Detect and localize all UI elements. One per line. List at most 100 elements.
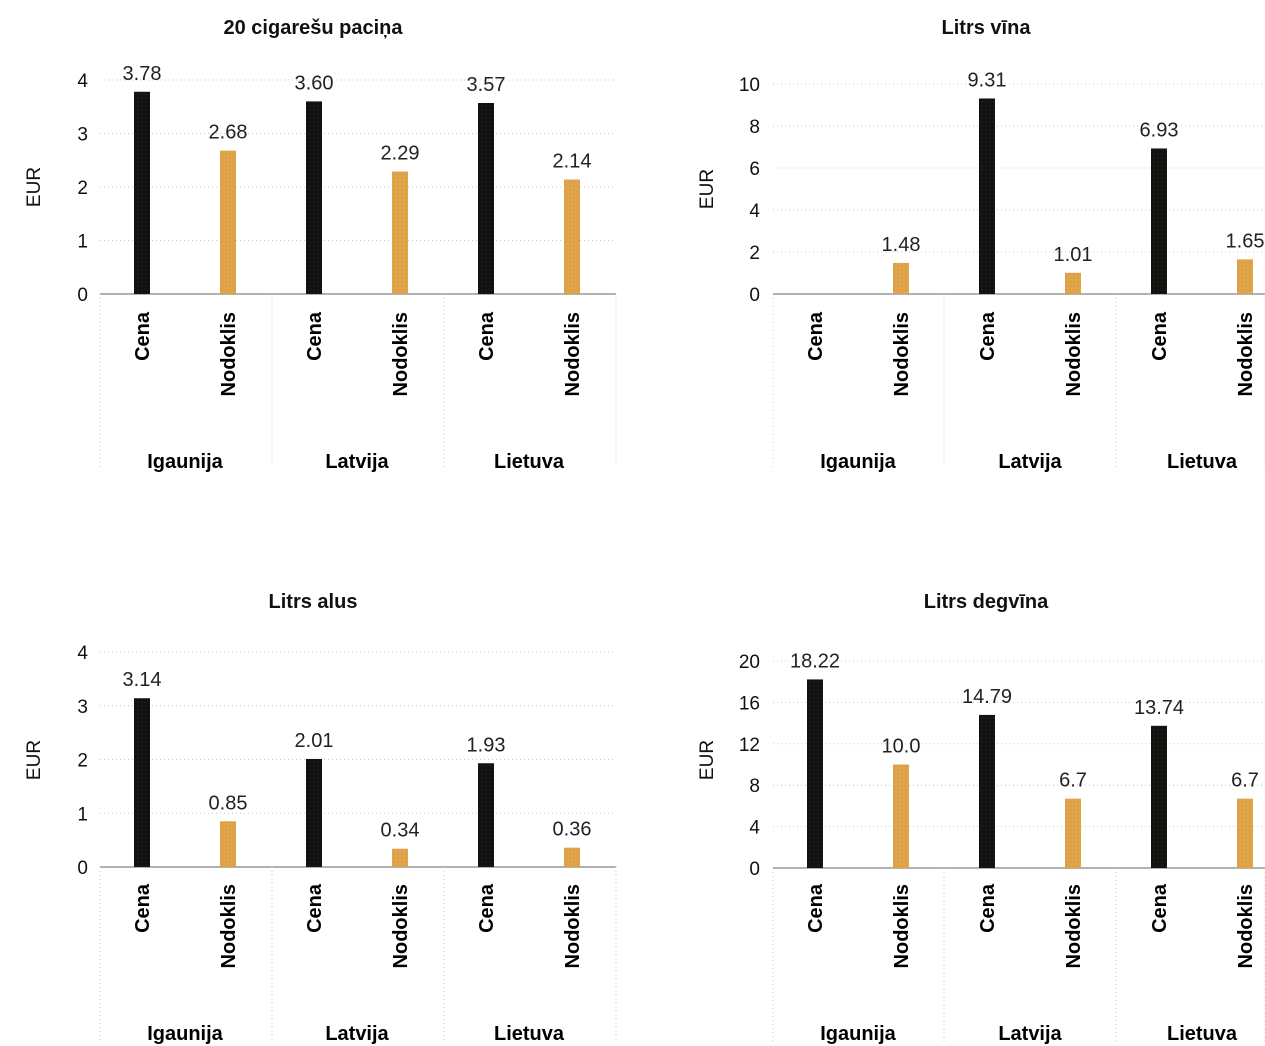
data-label: 9.31 [968, 69, 1007, 91]
bar-cena [1151, 148, 1167, 294]
bar-nodoklis [893, 262, 909, 294]
y-tick-label: 1 [77, 232, 88, 253]
group-label: Igaunija [147, 451, 223, 473]
category-label-nodoklis: Nodoklis [891, 312, 913, 396]
data-label: 1.01 [1054, 244, 1093, 266]
category-label-cena: Cena [977, 883, 999, 933]
y-axis-label: EUR [697, 740, 718, 780]
group-label: Igaunija [147, 1023, 223, 1045]
y-tick-label: 0 [77, 285, 88, 306]
y-tick-label: 3 [77, 125, 88, 146]
category-label-nodoklis: Nodoklis [562, 884, 584, 968]
data-label: 10.0 [882, 736, 921, 758]
bar-nodoklis [220, 821, 236, 867]
bar-cena [979, 98, 995, 295]
category-label-nodoklis: Nodoklis [390, 312, 412, 396]
group-label: Latvija [998, 1023, 1062, 1045]
y-tick-label: 4 [77, 71, 88, 92]
data-label: 0.85 [209, 792, 248, 814]
data-label: 2.01 [295, 730, 334, 752]
group-label: Lietuva [1167, 1023, 1238, 1045]
y-tick-label: 4 [77, 643, 88, 664]
data-label: 13.74 [1134, 697, 1184, 719]
y-tick-label: 4 [749, 818, 760, 839]
y-tick-label: 8 [749, 776, 760, 797]
bar-cena [306, 758, 322, 867]
data-label: 0.36 [553, 819, 592, 841]
y-axis-label: EUR [697, 169, 718, 209]
bar-nodoklis [1065, 798, 1081, 868]
category-label-nodoklis: Nodoklis [218, 884, 240, 968]
bar-nodoklis [1065, 272, 1081, 294]
category-label-nodoklis: Nodoklis [218, 312, 240, 396]
data-label: 3.14 [123, 669, 162, 691]
group-label: Igaunija [820, 1023, 896, 1045]
data-label: 6.7 [1059, 770, 1087, 792]
y-tick-label: 3 [77, 697, 88, 718]
bar-nodoklis [392, 171, 408, 294]
category-label-cena: Cena [304, 883, 326, 933]
bar-nodoklis [893, 764, 909, 868]
bar-cena [1151, 725, 1167, 868]
data-label: 14.79 [962, 686, 1012, 708]
data-label: 6.93 [1140, 119, 1179, 141]
category-label-nodoklis: Nodoklis [562, 312, 584, 396]
data-label: 1.65 [1226, 230, 1265, 252]
category-label-cena: Cena [132, 883, 154, 933]
category-label-cena: Cena [1149, 883, 1171, 933]
group-label: Latvija [325, 451, 389, 473]
bar-cena [478, 763, 494, 867]
category-label-nodoklis: Nodoklis [1063, 884, 1085, 968]
bar-cena [478, 103, 494, 294]
y-tick-label: 16 [739, 693, 760, 714]
category-label-cena: Cena [476, 883, 498, 933]
bar-cena [979, 714, 995, 868]
group-label: Latvija [325, 1023, 389, 1045]
bar-nodoklis [564, 847, 580, 867]
y-tick-label: 6 [749, 159, 760, 180]
chart-title: Litrs vīna [942, 17, 1032, 39]
y-tick-label: 20 [739, 652, 760, 673]
y-axis-label: EUR [24, 740, 45, 780]
y-tick-label: 8 [749, 117, 760, 138]
category-label-nodoklis: Nodoklis [891, 884, 913, 968]
bar-cena [807, 679, 823, 868]
category-label-cena: Cena [132, 311, 154, 361]
group-label: Lietuva [1167, 451, 1238, 473]
y-axis-label: EUR [24, 167, 45, 207]
chart-title: Litrs degvīna [924, 591, 1049, 613]
y-tick-label: 0 [749, 859, 760, 880]
category-label-cena: Cena [805, 883, 827, 933]
data-label: 3.57 [467, 74, 506, 96]
data-label: 3.78 [123, 63, 162, 85]
data-label: 2.14 [553, 151, 592, 173]
bar-cena [134, 91, 150, 295]
data-label: 1.93 [467, 734, 506, 756]
category-label-nodoklis: Nodoklis [1063, 312, 1085, 396]
y-tick-label: 1 [77, 804, 88, 825]
y-tick-label: 10 [739, 75, 760, 96]
chart-title: Litrs alus [269, 591, 358, 613]
y-tick-label: 2 [77, 178, 88, 199]
data-label: 2.29 [381, 142, 420, 164]
group-label: Latvija [998, 451, 1062, 473]
group-label: Lietuva [494, 451, 565, 473]
y-tick-label: 4 [749, 201, 760, 222]
y-tick-label: 2 [749, 243, 760, 264]
category-label-cena: Cena [977, 311, 999, 361]
data-label: 6.7 [1231, 770, 1259, 792]
y-tick-label: 2 [77, 751, 88, 772]
category-label-cena: Cena [805, 311, 827, 361]
bar-cena [306, 101, 322, 295]
data-label: 18.22 [790, 650, 840, 672]
data-label: 0.34 [381, 820, 420, 842]
group-label: Igaunija [820, 451, 896, 473]
data-label: 2.68 [209, 122, 248, 144]
y-tick-label: 12 [739, 735, 760, 756]
group-label: Lietuva [494, 1023, 565, 1045]
bar-cena [134, 698, 150, 867]
category-label-cena: Cena [1149, 311, 1171, 361]
data-label: 1.48 [882, 234, 921, 256]
category-label-nodoklis: Nodoklis [1235, 884, 1257, 968]
